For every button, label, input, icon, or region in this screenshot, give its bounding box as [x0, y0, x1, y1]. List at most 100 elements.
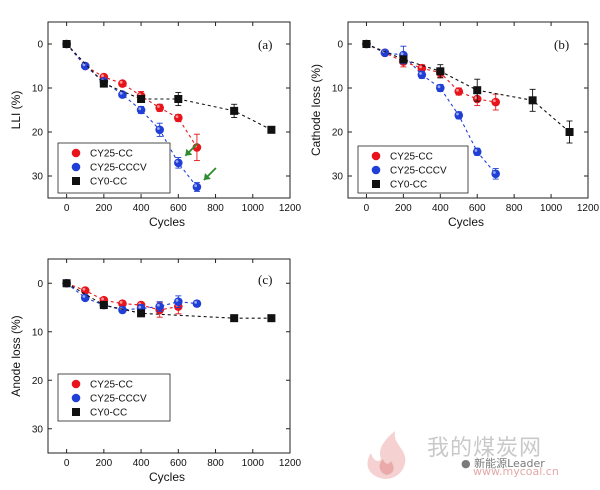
data-point [472, 147, 482, 157]
x-tick-label: 1000 [242, 458, 265, 469]
x-tick-label: 800 [207, 203, 224, 214]
legend-marker [72, 177, 80, 185]
x-tick-label: 1200 [279, 203, 302, 214]
watermark-url: www.mycoal.cn [473, 465, 559, 478]
plot-frame [47, 21, 291, 199]
x-tick-label: 600 [469, 203, 486, 214]
x-axis-title: Cycles [149, 470, 185, 484]
data-point [454, 110, 464, 120]
legend-label: CY25-CCCV [390, 166, 447, 177]
x-tick-label: 1000 [540, 203, 563, 214]
y-axis-title: Cathode loss (%) [309, 64, 323, 156]
data-point [436, 83, 445, 93]
data-point [62, 279, 71, 288]
x-tick-label: 800 [207, 458, 224, 469]
data-point-highlight [492, 171, 496, 174]
data-point [454, 87, 464, 96]
data-point [267, 314, 276, 323]
x-tick-label: 200 [96, 458, 113, 469]
data-point [380, 48, 390, 58]
watermark-wechat-account: ● 新能源Leader [461, 457, 545, 470]
legend-marker [371, 165, 381, 175]
legend: CY25-CC CY25-CCCV CY0-CC [57, 373, 171, 422]
legend-marker [71, 379, 81, 389]
data-point-highlight [101, 297, 104, 301]
y-tick-label: 30 [32, 424, 44, 435]
data-point-highlight [175, 115, 179, 119]
y-tick-label: 10 [332, 84, 344, 95]
series-cy0-cc [362, 40, 574, 144]
legend-marker [71, 162, 81, 172]
chart-panel-3: 0 200 400 600 800 1000 1200 0 10 20 30 Cycles Anode … [9, 258, 302, 484]
data-point [399, 55, 408, 64]
legend-marker [71, 393, 81, 403]
data-point [155, 302, 164, 311]
data-point [174, 113, 183, 123]
data-point-highlight [119, 300, 123, 304]
data-point-highlight [400, 52, 404, 56]
x-tick-label: 600 [170, 203, 187, 214]
legend-marker [372, 180, 380, 188]
data-point-highlight [82, 63, 86, 67]
y-tick-label: 10 [32, 327, 44, 338]
data-point [174, 95, 183, 103]
series-cy0-cc [62, 279, 276, 323]
panel-label: (a) [258, 37, 272, 52]
data-point [80, 61, 90, 71]
data-point-highlight [419, 65, 422, 69]
data-point [192, 299, 202, 308]
data-point-highlight [474, 96, 478, 100]
data-point [436, 67, 445, 76]
y-tick-label: 20 [32, 128, 44, 139]
watermark-site-name: 我的煤炭网 [427, 436, 543, 461]
data-point-highlight [456, 112, 459, 116]
x-tick-label: 200 [395, 203, 412, 214]
x-tick-label: 400 [133, 458, 150, 469]
data-point [362, 40, 371, 48]
x-axis-title: Cycles [149, 215, 185, 229]
y-tick-label: 0 [37, 279, 43, 290]
data-point [137, 95, 146, 103]
x-tick-label: 200 [96, 203, 113, 214]
y-tick-label: 30 [332, 172, 344, 183]
series-dashed-line [66, 43, 272, 131]
data-point-highlight [474, 149, 478, 152]
legend-label: CY25-CCCV [90, 394, 147, 405]
data-point [565, 128, 574, 136]
y-tick-label: 0 [37, 40, 43, 51]
x-tick-label: 1200 [279, 458, 302, 469]
legend-marker [72, 408, 80, 416]
x-tick-label: 1000 [242, 203, 265, 214]
y-tick-label: 0 [337, 40, 343, 51]
series-dashed-line [366, 43, 570, 133]
data-point-highlight [156, 303, 160, 307]
legend-label: CY0-CC [90, 408, 127, 419]
plot-frame [47, 258, 291, 454]
data-point [192, 182, 202, 192]
data-point-highlight [119, 80, 123, 84]
data-point-highlight [82, 295, 86, 298]
annotation-arrow-head [203, 173, 211, 180]
watermark-wechat-name: 新能源Leader [474, 457, 545, 470]
legend-label: CY25-CC [90, 380, 133, 391]
data-point [230, 314, 239, 323]
data-point [155, 125, 164, 135]
data-point [528, 96, 537, 105]
annotation-arrows [184, 143, 217, 181]
series-cy0-cc [62, 40, 276, 134]
y-tick-label: 30 [32, 172, 44, 183]
x-tick-label: 0 [64, 458, 70, 469]
data-point-highlight [175, 160, 179, 163]
data-point [80, 293, 90, 303]
data-point [491, 97, 500, 107]
watermark: 我的煤炭网 ● 新能源Leader www.mycoal.cn [355, 425, 595, 485]
y-axis-title: LLI (%) [9, 91, 23, 130]
annotation-arrow-head [185, 148, 193, 156]
chart-panel-1: 0 200 400 600 800 1000 1200 0 10 20 30 Cycles LLI (%… [9, 21, 302, 229]
data-point-highlight [194, 300, 198, 304]
data-point [417, 70, 427, 80]
chart-panel-2: 0 200 400 600 800 1000 1200 0 10 20 30 Cycles Cathod… [309, 21, 600, 229]
data-point [99, 79, 108, 88]
legend: CY25-CC CY25-CCCV CY0-CC [57, 142, 171, 194]
